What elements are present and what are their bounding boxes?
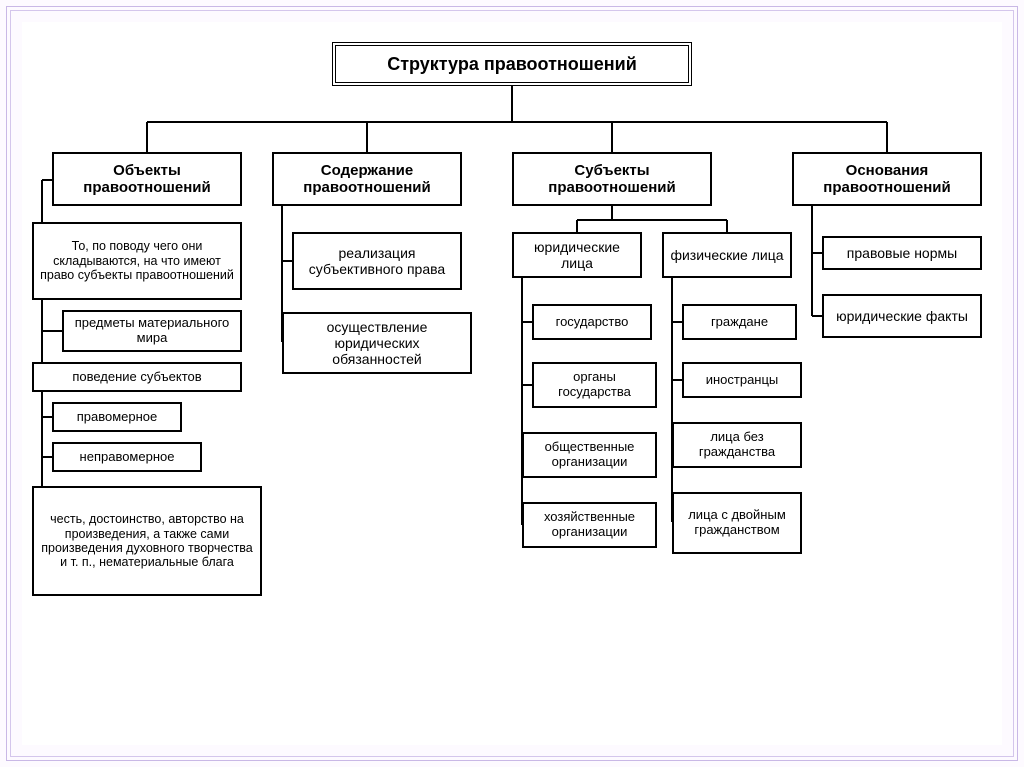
- node-legal-state: государство: [532, 304, 652, 340]
- category-objects: Объекты правоотношений: [52, 152, 242, 206]
- node-legal-state-org: органы государства: [532, 362, 657, 408]
- node-nat-stateless-label: лица без гражданства: [680, 430, 794, 460]
- node-nat-stateless: лица без гражданства: [672, 422, 802, 468]
- node-obj-intangible: честь, достоинство, авторство на произве…: [32, 486, 262, 596]
- node-cnt-duties: осуществление юридических обязанностей: [282, 312, 472, 374]
- node-gr-facts-label: юридические факты: [836, 308, 968, 324]
- category-content: Содержание правоотношений: [272, 152, 462, 206]
- node-legal-public-org: общественные организации: [522, 432, 657, 478]
- category-grounds-label: Основания правоотношений: [800, 162, 974, 197]
- category-subjects: Субъекты правоотношений: [512, 152, 712, 206]
- node-obj-intangible-label: честь, достоинство, авторство на произве…: [40, 512, 254, 570]
- node-nat-citizens: граждане: [682, 304, 797, 340]
- node-subj-legal: юридические лица: [512, 232, 642, 278]
- node-nat-dual-label: лица с двойным гражданством: [680, 508, 794, 538]
- node-subj-legal-label: юридические лица: [520, 239, 634, 271]
- node-obj-desc-label: То, по поводу чего они складываются, на …: [40, 239, 234, 282]
- node-obj-unlawful-label: неправомерное: [80, 450, 175, 465]
- node-cnt-duties-label: осуществление юридических обязанностей: [290, 319, 464, 367]
- node-legal-state-org-label: органы государства: [540, 370, 649, 400]
- node-obj-unlawful: неправомерное: [52, 442, 202, 472]
- node-nat-dual: лица с двойным гражданством: [672, 492, 802, 554]
- node-obj-material-label: предметы материального мира: [70, 316, 234, 346]
- category-objects-label: Объекты правоотношений: [60, 162, 234, 197]
- node-legal-econ-org-label: хозяйственные организации: [530, 510, 649, 540]
- node-gr-norms-label: правовые нормы: [847, 245, 957, 261]
- category-content-label: Содержание правоотношений: [280, 162, 454, 197]
- node-obj-desc: То, по поводу чего они складываются, на …: [32, 222, 242, 300]
- node-subj-natural: физические лица: [662, 232, 792, 278]
- node-nat-citizens-label: граждане: [711, 315, 768, 330]
- node-obj-lawful-label: правомерное: [77, 410, 158, 425]
- node-gr-norms: правовые нормы: [822, 236, 982, 270]
- node-cnt-rights-label: реализация субъективного права: [300, 245, 454, 277]
- node-obj-material: предметы материального мира: [62, 310, 242, 352]
- root-label: Структура правоотношений: [387, 54, 637, 75]
- node-obj-behavior-label: поведение субъектов: [72, 370, 201, 385]
- category-grounds: Основания правоотношений: [792, 152, 982, 206]
- node-obj-lawful: правомерное: [52, 402, 182, 432]
- root-node: Структура правоотношений: [332, 42, 692, 86]
- node-subj-natural-label: физические лица: [670, 247, 783, 263]
- node-nat-foreigners-label: иностранцы: [706, 373, 779, 388]
- diagram-canvas: Структура правоотношений Объекты правоот…: [22, 22, 1002, 745]
- node-obj-behavior: поведение субъектов: [32, 362, 242, 392]
- node-legal-public-org-label: общественные организации: [530, 440, 649, 470]
- node-nat-foreigners: иностранцы: [682, 362, 802, 398]
- category-subjects-label: Субъекты правоотношений: [520, 162, 704, 197]
- node-legal-state-label: государство: [556, 315, 629, 330]
- node-cnt-rights: реализация субъективного права: [292, 232, 462, 290]
- node-legal-econ-org: хозяйственные организации: [522, 502, 657, 548]
- node-gr-facts: юридические факты: [822, 294, 982, 338]
